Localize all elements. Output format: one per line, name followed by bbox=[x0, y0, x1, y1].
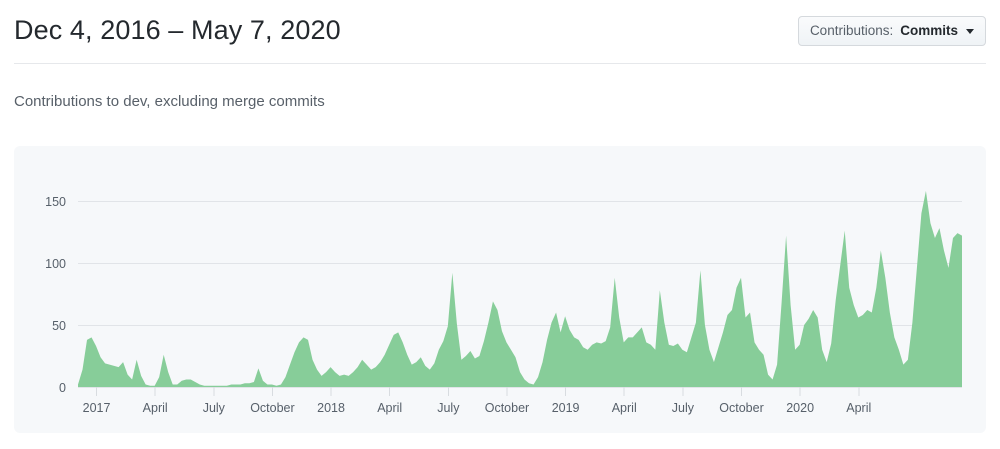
x-axis-tick-label: 2020 bbox=[786, 401, 814, 415]
x-axis-tick-label: April bbox=[612, 401, 637, 415]
chevron-down-icon bbox=[966, 28, 974, 34]
x-axis-labels: 2017 April July October 2018 April July October… bbox=[83, 401, 872, 415]
x-axis-tick-label: 2019 bbox=[552, 401, 580, 415]
contributions-type-dropdown[interactable]: Contributions: Commits bbox=[797, 16, 986, 46]
header-divider bbox=[14, 63, 986, 64]
x-axis-tick-label: October bbox=[719, 401, 763, 415]
x-axis-tick-label: April bbox=[143, 401, 168, 415]
dropdown-value: Commits bbox=[900, 23, 958, 38]
x-axis-tick-label: April bbox=[377, 401, 402, 415]
x-axis-tick-label: July bbox=[203, 401, 226, 415]
commits-area-series bbox=[78, 190, 962, 387]
x-axis-tick-label: October bbox=[485, 401, 529, 415]
header: Dec 4, 2016 – May 7, 2020 Contributions:… bbox=[14, 10, 986, 54]
y-axis-tick-label: 0 bbox=[59, 381, 66, 395]
x-axis-tick-label: 2017 bbox=[83, 401, 111, 415]
page-title: Dec 4, 2016 – May 7, 2020 bbox=[14, 15, 341, 45]
x-axis-tick-label: 2018 bbox=[317, 401, 345, 415]
dropdown-label: Contributions: bbox=[809, 23, 894, 38]
y-axis-labels: 0 50 100 150 bbox=[45, 195, 66, 395]
x-axis-tick-label: July bbox=[437, 401, 460, 415]
x-axis-tick-label: April bbox=[846, 401, 871, 415]
x-axis-ticks bbox=[96, 387, 860, 396]
contributions-chart-card: 0 50 100 150 2017 April July October 2018 April J… bbox=[14, 146, 986, 433]
contributions-area-chart[interactable]: 0 50 100 150 2017 April July October 2018 April J… bbox=[14, 146, 986, 433]
x-axis-tick-label: July bbox=[672, 401, 695, 415]
y-axis-tick-label: 150 bbox=[45, 195, 66, 209]
y-axis-tick-label: 100 bbox=[45, 257, 66, 271]
y-axis-tick-label: 50 bbox=[52, 319, 66, 333]
x-axis-tick-label: October bbox=[250, 401, 294, 415]
chart-subtitle: Contributions to dev, excluding merge co… bbox=[14, 93, 325, 110]
